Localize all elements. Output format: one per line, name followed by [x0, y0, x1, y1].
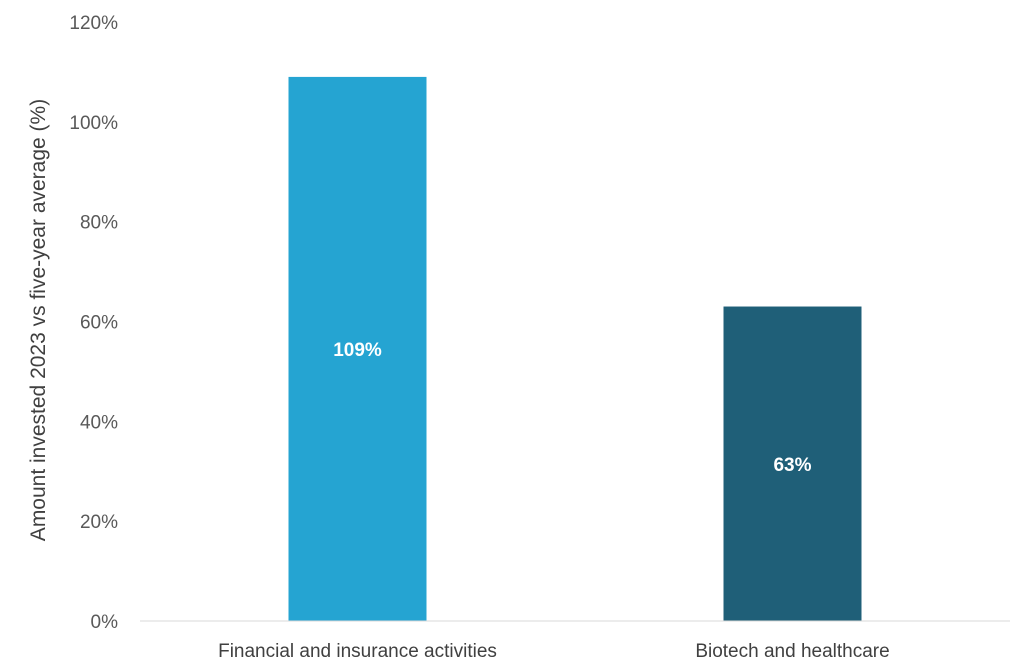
x-category-label: Biotech and healthcare: [695, 641, 889, 662]
bar-value-label: 109%: [333, 340, 382, 361]
bar-value-label: 63%: [773, 455, 811, 476]
y-tick-label: 20%: [80, 512, 118, 533]
bar: [723, 306, 862, 621]
y-axis-ticks: 0% 20% 40% 60% 80% 100% 120%: [69, 13, 118, 633]
y-tick-label: 60%: [80, 313, 118, 334]
y-tick-label: 120%: [69, 13, 118, 34]
x-category-label: Financial and insurance activities: [218, 641, 497, 662]
y-tick-label: 0%: [91, 612, 119, 633]
y-axis-title: Amount invested 2023 vs five-year averag…: [27, 99, 50, 541]
y-tick-label: 80%: [80, 213, 118, 234]
x-axis-labels: Financial and insurance activities Biotec…: [218, 641, 890, 662]
bars: 109% 63%: [288, 76, 862, 622]
y-tick-label: 40%: [80, 412, 118, 433]
y-tick-label: 100%: [69, 113, 118, 134]
bar: [288, 76, 427, 622]
